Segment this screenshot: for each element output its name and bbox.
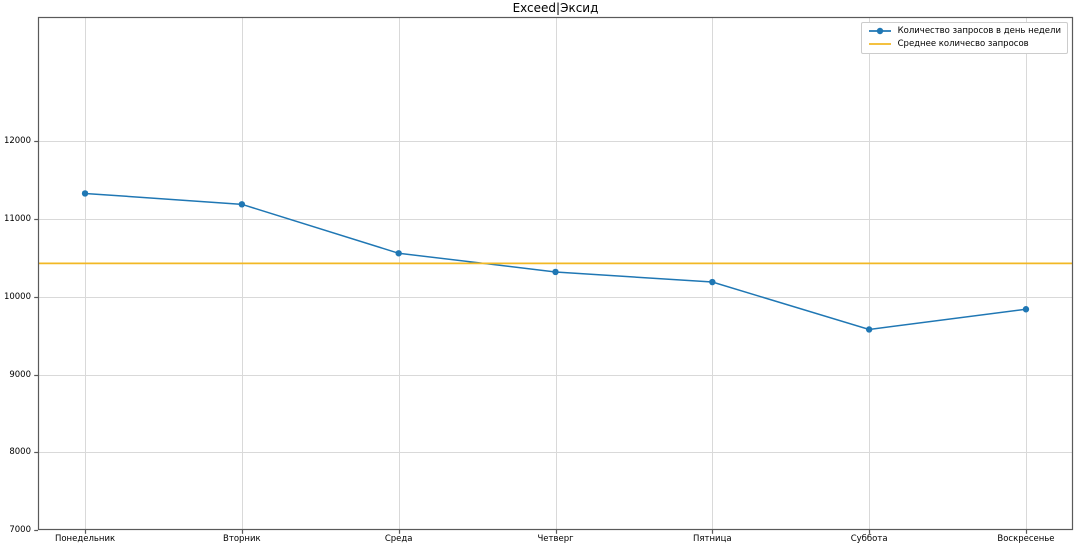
legend-line-icon	[868, 43, 891, 45]
legend-label: Среднее количесво запросов	[897, 39, 1029, 49]
y-tick-label: 7000	[9, 525, 31, 535]
x-tick-label: Четверг	[537, 534, 574, 544]
data-point-marker	[552, 268, 559, 276]
grid-lines	[38, 17, 1073, 530]
plot-spines	[37, 16, 1074, 531]
data-point-marker	[238, 201, 246, 208]
y-tick-label: 8000	[9, 447, 31, 458]
legend-item: Среднее количесво запросов	[868, 39, 1061, 49]
y-tick-label: 9000	[9, 369, 31, 380]
legend: Количество запросов в день недели Среднее…	[860, 22, 1068, 54]
plot-area: Количество запросов в день недели Среднее…	[34, 16, 1074, 534]
x-tick-label: Пятница	[693, 534, 732, 544]
chart-title: Exceed|Эксид	[512, 1, 599, 15]
data-point-marker	[395, 250, 402, 257]
x-tick-label: Воскресенье	[997, 534, 1055, 544]
data-point-marker	[1022, 306, 1030, 313]
line-chart-canvas	[34, 16, 1074, 534]
x-tick-label: Суббота	[850, 534, 888, 544]
series-line	[84, 192, 1027, 331]
legend-label: Количество запросов в день недели	[897, 26, 1061, 36]
data-point-marker	[81, 190, 89, 197]
series-markers	[81, 190, 1030, 333]
legend-line-marker-icon	[868, 27, 891, 35]
legend-item: Количество запросов в день недели	[868, 26, 1061, 36]
y-tick-label: 11000	[3, 214, 31, 225]
x-tick-label: Вторник	[223, 534, 261, 544]
y-tick-label: 12000	[3, 136, 31, 147]
data-point-marker	[865, 326, 873, 333]
x-tick-label: Среда	[384, 534, 413, 544]
x-tick-label: Понедельник	[54, 534, 116, 544]
y-tick-label: 10000	[3, 291, 31, 302]
tick-marks	[34, 140, 1028, 534]
data-point-marker	[709, 278, 716, 286]
